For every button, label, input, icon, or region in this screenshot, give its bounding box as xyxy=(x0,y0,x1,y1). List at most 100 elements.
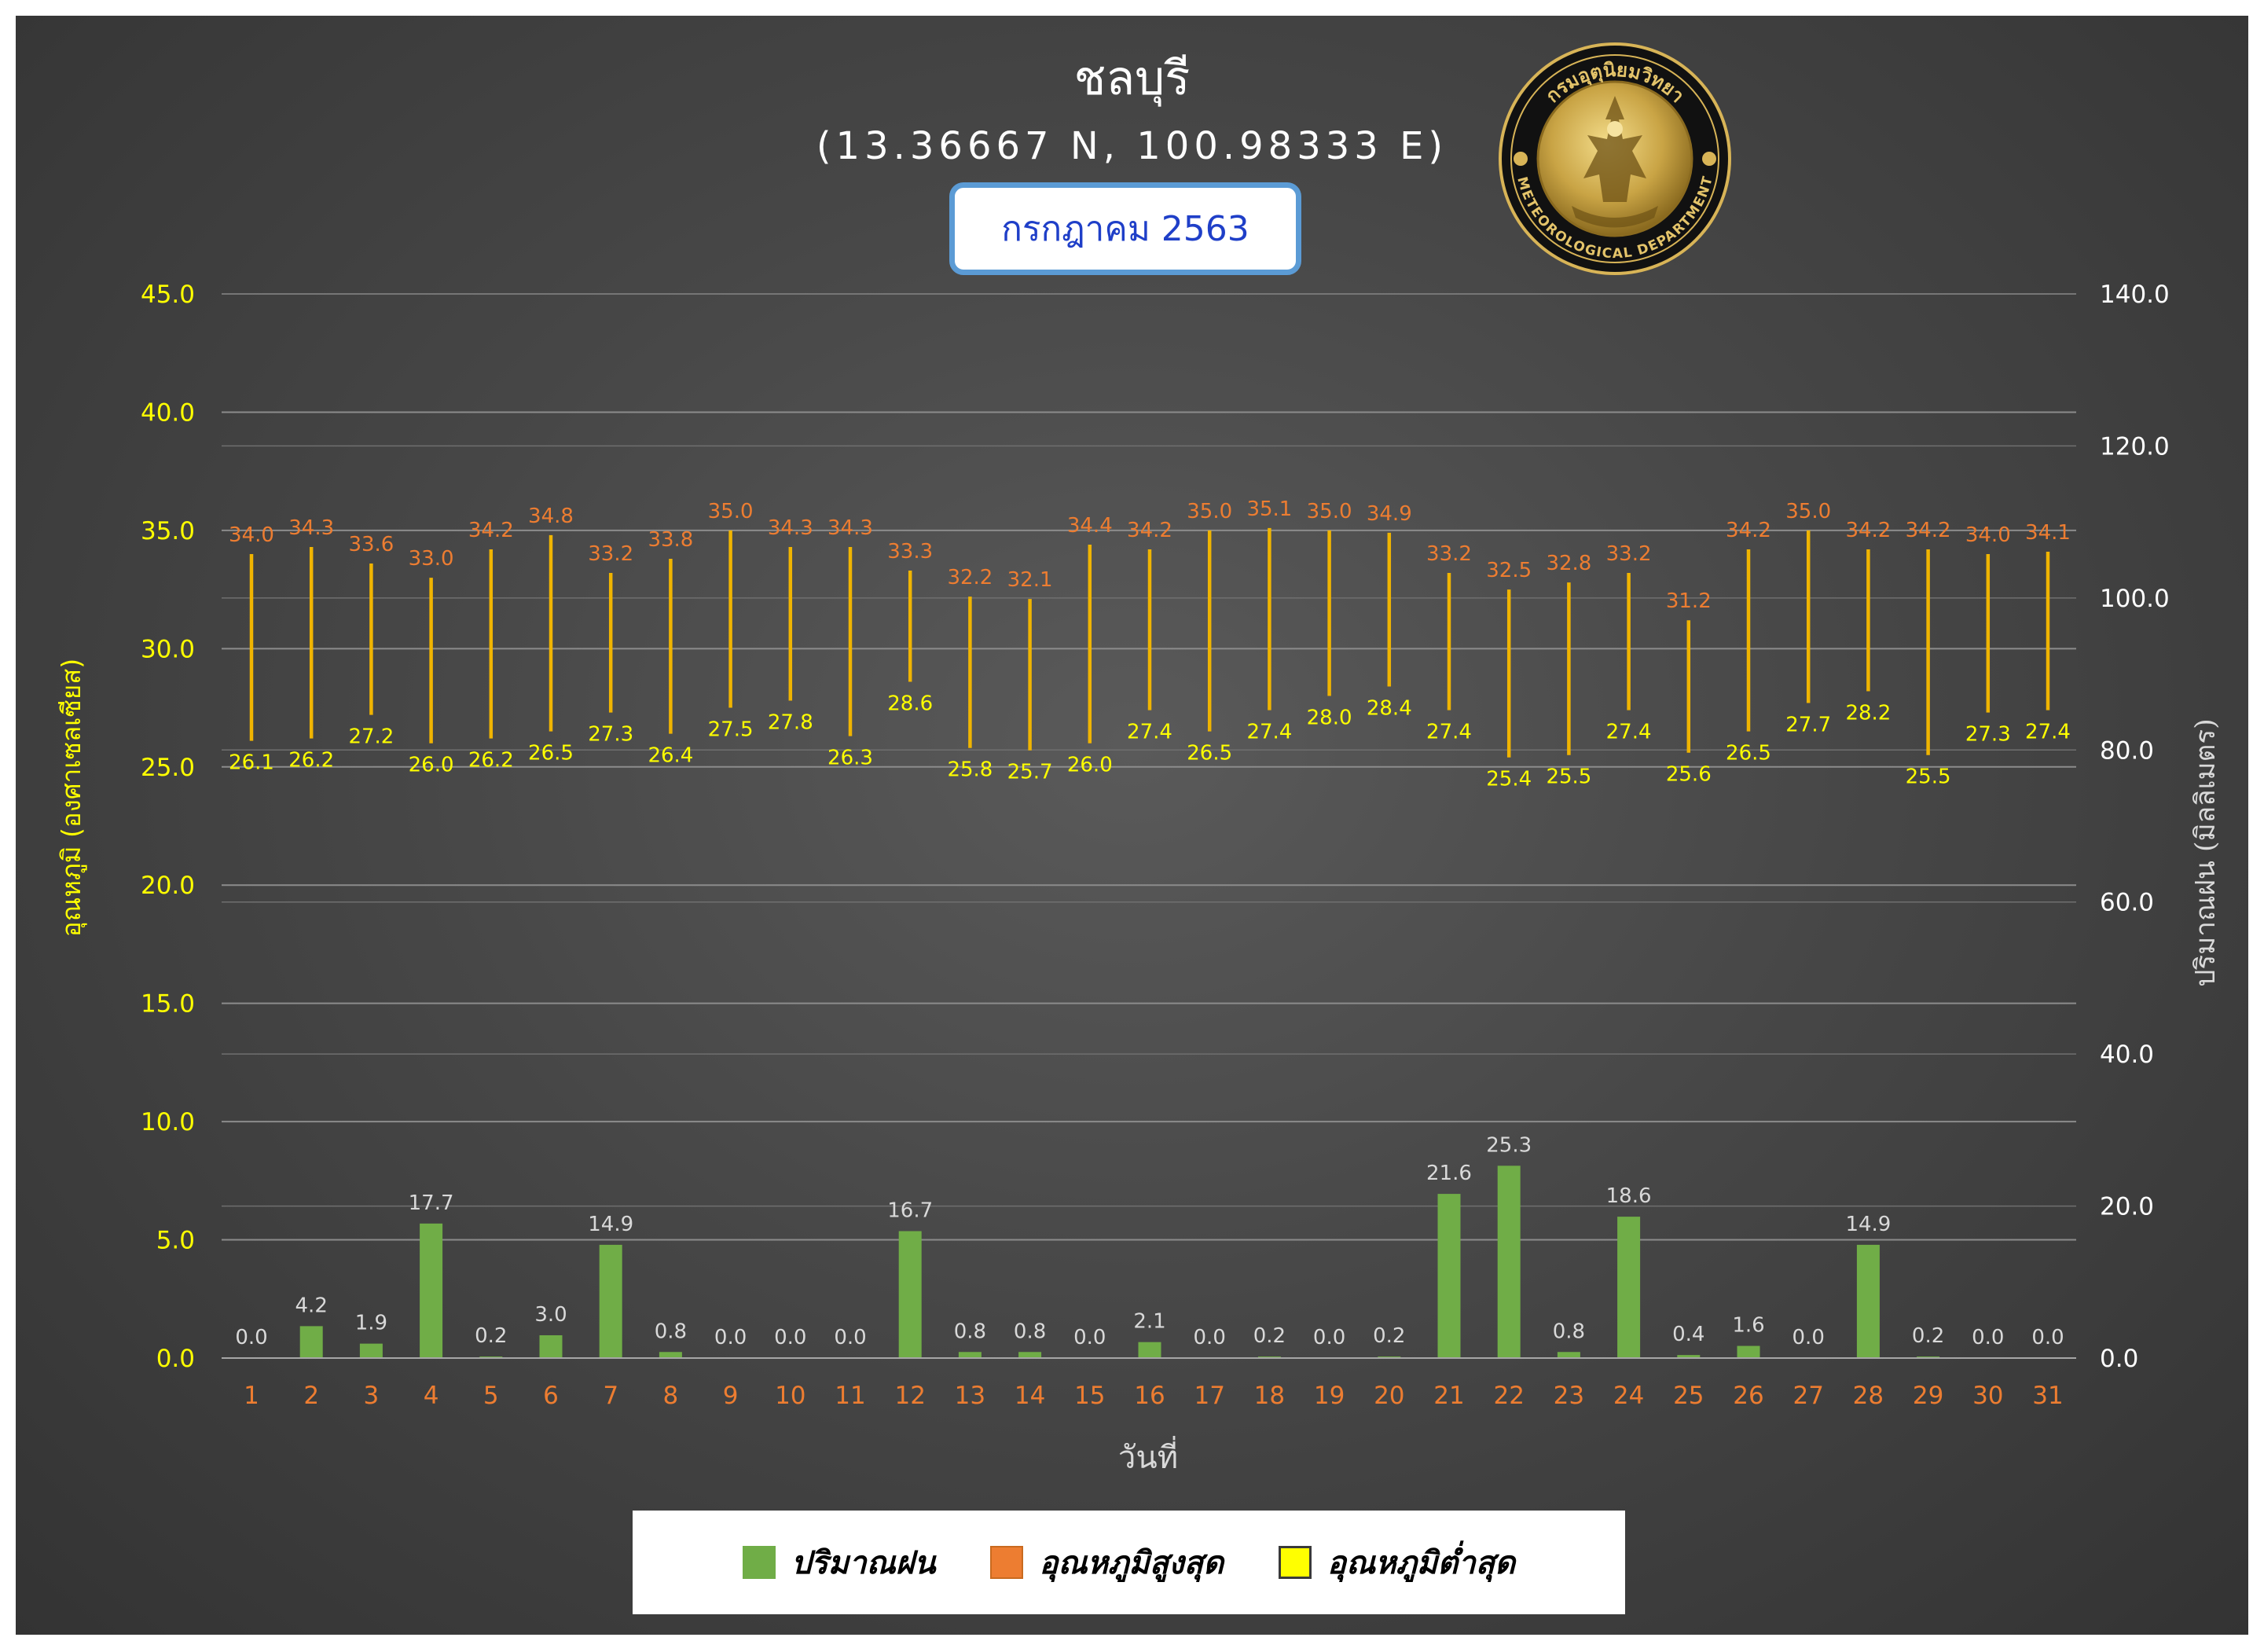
min-temp-label: 26.5 xyxy=(1187,742,1232,765)
min-temp-label: 27.7 xyxy=(1785,714,1831,737)
rain-bar xyxy=(898,1231,922,1358)
y-right-tick-label: 0.0 xyxy=(2100,1345,2138,1373)
min-temp-label: 25.5 xyxy=(1546,765,1591,789)
y-right-tick-label: 40.0 xyxy=(2100,1041,2154,1069)
rain-value-label: 1.6 xyxy=(1732,1314,1764,1338)
x-tick-label: 3 xyxy=(364,1382,380,1410)
legend-swatch-min-temp xyxy=(1279,1546,1312,1579)
x-tick-label: 18 xyxy=(1254,1382,1285,1410)
max-temp-label: 34.8 xyxy=(528,505,574,528)
x-tick-label: 25 xyxy=(1673,1382,1704,1410)
min-temp-label: 28.0 xyxy=(1307,707,1352,730)
rain-value-label: 0.2 xyxy=(1373,1324,1405,1348)
station-coordinates: (13.36667 N, 100.98333 E) xyxy=(816,124,1448,168)
min-temp-label: 26.5 xyxy=(1726,742,1771,765)
period-badge: กรกฎาคม 2563 xyxy=(949,182,1301,275)
min-temp-label: 27.4 xyxy=(1606,721,1652,744)
rain-value-label: 17.7 xyxy=(409,1191,454,1215)
rain-bar xyxy=(539,1334,563,1358)
rain-bar xyxy=(1557,1352,1580,1358)
max-temp-label: 34.2 xyxy=(1906,519,1951,542)
max-temp-label: 34.3 xyxy=(827,516,873,540)
rain-value-label: 0.8 xyxy=(1014,1320,1046,1343)
min-temp-label: 27.8 xyxy=(768,711,813,735)
x-tick-label: 21 xyxy=(1433,1382,1464,1410)
x-axis-title: วันที่ xyxy=(1118,1436,1178,1476)
rain-bar xyxy=(1018,1352,1042,1358)
rain-value-label: 0.8 xyxy=(1553,1320,1585,1343)
rain-bar xyxy=(420,1223,443,1358)
max-temp-label: 31.2 xyxy=(1666,589,1712,613)
max-temp-label: 34.2 xyxy=(1127,519,1172,542)
legend-item-rain: ปริมาณฝน xyxy=(742,1537,936,1588)
min-temp-label: 26.0 xyxy=(409,754,454,777)
rain-value-label: 0.0 xyxy=(774,1326,806,1349)
rain-value-label: 0.8 xyxy=(954,1320,986,1343)
max-temp-label: 33.3 xyxy=(887,540,933,564)
temperature-range-lines xyxy=(249,527,2050,758)
x-tick-label: 19 xyxy=(1314,1382,1345,1410)
x-tick-label: 17 xyxy=(1194,1382,1224,1410)
y-left-tick-label: 20.0 xyxy=(141,872,195,900)
y-left-tick-label: 25.0 xyxy=(141,754,195,782)
rain-value-label: 0.8 xyxy=(655,1320,687,1343)
rain-value-label: 0.0 xyxy=(2031,1326,2064,1349)
max-temp-label: 35.1 xyxy=(1246,497,1292,521)
min-temp-label: 28.6 xyxy=(887,692,933,715)
rain-value-label: 0.2 xyxy=(475,1324,507,1348)
rain-value-label: 21.6 xyxy=(1426,1162,1472,1185)
rain-value-label: 2.1 xyxy=(1133,1310,1165,1334)
x-tick-label: 24 xyxy=(1613,1382,1644,1410)
x-tick-label: 23 xyxy=(1554,1382,1584,1410)
y-axis-left-title: อุณหภูมิ (องศาเซลเซียส) xyxy=(56,659,87,937)
min-temp-label: 27.4 xyxy=(1127,721,1172,744)
x-tick-label: 27 xyxy=(1792,1382,1823,1410)
max-temp-label: 32.5 xyxy=(1486,559,1532,582)
x-tick-label: 30 xyxy=(1972,1382,2003,1410)
rain-bar xyxy=(659,1352,682,1358)
y-left-tick-label: 10.0 xyxy=(141,1108,195,1136)
legend-label-rain: ปริมาณฝน xyxy=(791,1544,936,1581)
rain-value-label: 0.2 xyxy=(1253,1324,1286,1348)
x-tick-label: 20 xyxy=(1374,1382,1404,1410)
rain-value-label: 0.0 xyxy=(1792,1326,1825,1349)
rain-bar xyxy=(1617,1217,1641,1358)
rain-value-label: 0.0 xyxy=(1972,1326,2004,1349)
y-right-tick-label: 60.0 xyxy=(2100,889,2154,917)
y-right-tick-label: 140.0 xyxy=(2100,281,2170,309)
max-temp-label: 33.6 xyxy=(348,533,394,556)
min-temp-label: 26.1 xyxy=(229,751,274,775)
min-temp-label: 27.5 xyxy=(708,718,754,742)
x-tick-label: 26 xyxy=(1733,1382,1763,1410)
chart-background xyxy=(16,16,2248,1635)
rain-bars xyxy=(299,1166,1940,1358)
x-tick-label: 11 xyxy=(835,1382,865,1410)
x-tick-label: 28 xyxy=(1853,1382,1884,1410)
x-tick-label: 4 xyxy=(424,1382,439,1410)
x-tick-label: 1 xyxy=(244,1382,259,1410)
rain-value-label: 0.0 xyxy=(1073,1326,1106,1349)
rain-bar xyxy=(299,1326,323,1358)
rain-bar xyxy=(1677,1355,1701,1358)
rain-value-label: 0.0 xyxy=(1194,1326,1226,1349)
rain-value-label: 0.0 xyxy=(235,1326,267,1349)
y-left-tick-label: 0.0 xyxy=(156,1345,195,1373)
rain-bar xyxy=(599,1244,622,1358)
x-tick-label: 13 xyxy=(955,1382,985,1410)
min-temp-label: 26.5 xyxy=(528,742,574,765)
y-left-tick-label: 45.0 xyxy=(141,281,195,309)
min-temp-label: 28.4 xyxy=(1367,696,1412,720)
max-temp-label: 34.2 xyxy=(1845,519,1891,542)
min-temp-label: 25.5 xyxy=(1906,765,1951,789)
max-temp-label: 34.0 xyxy=(229,523,274,547)
max-temp-label: 32.8 xyxy=(1546,552,1591,575)
rain-bar xyxy=(1737,1345,1760,1358)
rain-value-label: 0.0 xyxy=(834,1326,866,1349)
legend-swatch-rain xyxy=(742,1546,776,1579)
min-temp-label: 25.6 xyxy=(1666,763,1712,787)
rain-bar xyxy=(1138,1342,1161,1358)
rain-bar xyxy=(1497,1166,1521,1358)
y-left-tick-label: 5.0 xyxy=(156,1227,195,1255)
max-temp-label: 34.3 xyxy=(288,516,334,540)
